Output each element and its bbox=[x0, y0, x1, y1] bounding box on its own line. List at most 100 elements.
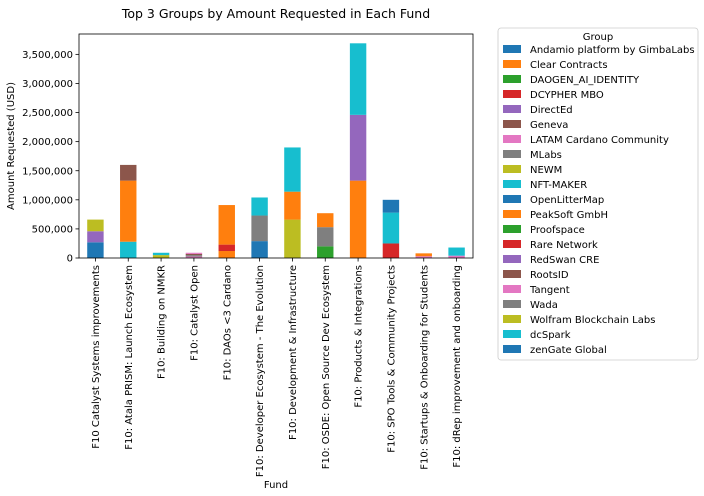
legend-label-18: Wolfram Blockchain Labs bbox=[530, 315, 655, 326]
bar-segment-series-11-cat-10 bbox=[415, 253, 432, 257]
bar-segment-series-13-cat-9 bbox=[382, 243, 400, 258]
legend-label-4: DirectEd bbox=[530, 105, 573, 116]
legend-swatch-14 bbox=[503, 255, 521, 263]
legend-swatch-17 bbox=[503, 300, 521, 308]
legend-swatch-2 bbox=[503, 75, 521, 83]
legend-label-6: LATAM Cardano Community bbox=[530, 135, 669, 146]
bar-segment-series-19-cat-6 bbox=[284, 147, 301, 192]
legend-label-14: RedSwan CRE bbox=[530, 255, 599, 266]
legend-label-20: zenGate Global bbox=[530, 345, 607, 356]
legend-swatch-20 bbox=[503, 345, 521, 353]
bar-segment-series-11-cat-4 bbox=[218, 205, 235, 245]
legend-label-7: MLabs bbox=[530, 150, 562, 161]
legend-swatch-8 bbox=[503, 165, 521, 173]
x-tick-label-3: F10: Catalyst Open bbox=[190, 265, 201, 361]
y-tick-label-6: 3,000,000 bbox=[22, 79, 73, 90]
bar-segment-series-9-cat-2 bbox=[152, 252, 170, 256]
plot-frame bbox=[78, 33, 474, 259]
bar-segment-series-16-cat-11 bbox=[448, 255, 465, 258]
legend-label-15: RootsID bbox=[530, 270, 569, 281]
bar-segment-series-16-cat-3 bbox=[185, 252, 203, 254]
y-tick-label-4: 2,000,000 bbox=[22, 137, 73, 148]
y-tick-label-0: 0 bbox=[67, 254, 73, 265]
bar-segment-series-14-cat-8 bbox=[349, 114, 367, 181]
x-tick-label-11: F10: dRep improvement and onboarding bbox=[452, 265, 463, 468]
legend-swatch-15 bbox=[503, 270, 521, 278]
x-tick-label-1: F10: Atala PRISM: Launch Ecosystem bbox=[124, 265, 135, 450]
bar-segment-series-20-cat-5 bbox=[251, 241, 268, 258]
bar-segment-series-6-cat-3 bbox=[185, 256, 203, 258]
x-tick-label-7: F10: OSDE: Open Source Dev Ecosystem bbox=[321, 265, 332, 469]
bar-segment-series-18-cat-0 bbox=[87, 219, 104, 232]
x-axis: F10 Catalyst Systems improvements F10: At… bbox=[91, 258, 463, 477]
y-axis-label: Amount Requested (USD) bbox=[6, 82, 17, 210]
legend-label-16: Tangent bbox=[529, 285, 570, 296]
legend-swatch-18 bbox=[503, 315, 521, 323]
legend-swatch-16 bbox=[503, 285, 521, 293]
bar-segment-series-8-cat-2 bbox=[152, 255, 170, 258]
legend-swatch-10 bbox=[503, 195, 521, 203]
x-tick-label-10: F10: Startups & Onboarding for Students bbox=[419, 265, 430, 470]
y-tick-label-5: 2,500,000 bbox=[22, 108, 73, 119]
bar-segment-series-19-cat-1 bbox=[120, 241, 137, 258]
legend-swatch-0 bbox=[503, 45, 521, 53]
x-tick-label-9: F10: SPO Tools & Community Projects bbox=[387, 265, 398, 453]
legend-swatch-9 bbox=[503, 180, 521, 188]
legend-label-10: OpenLitterMap bbox=[530, 195, 604, 206]
legend-label-2: DAOGEN_AI_IDENTITY bbox=[530, 75, 640, 86]
x-axis-label: Fund bbox=[264, 480, 288, 491]
bar-segment-series-3-cat-4 bbox=[218, 244, 235, 252]
bar-segment-series-16-cat-10 bbox=[415, 256, 432, 258]
legend-swatch-6 bbox=[503, 135, 521, 143]
legend-swatch-4 bbox=[503, 105, 521, 113]
legend-swatch-3 bbox=[503, 90, 521, 98]
legend-label-19: dcSpark bbox=[530, 330, 571, 341]
legend-swatch-11 bbox=[503, 210, 521, 218]
legend: Group Andamio platform by GimbaLabs Clear… bbox=[497, 27, 699, 361]
bar-segment-series-15-cat-1 bbox=[120, 164, 137, 181]
legend-swatch-5 bbox=[503, 120, 521, 128]
bar-segment-series-19-cat-5 bbox=[251, 197, 268, 216]
bar-segment-series-14-cat-0 bbox=[87, 231, 104, 243]
x-tick-label-4: F10: DAOs <3 Cardano bbox=[222, 265, 233, 380]
bars-group bbox=[87, 43, 465, 258]
legend-frame bbox=[497, 27, 699, 361]
bar-segment-series-10-cat-9 bbox=[382, 199, 400, 213]
legend-label-8: NEWM bbox=[530, 165, 562, 176]
y-tick-label-3: 1,500,000 bbox=[22, 166, 73, 177]
x-tick-label-0: F10 Catalyst Systems improvements bbox=[91, 265, 102, 449]
y-tick-label-1: 500,000 bbox=[32, 225, 73, 236]
legend-items: Andamio platform by GimbaLabs Clear Contr… bbox=[503, 45, 695, 356]
bar-segment-series-17-cat-5 bbox=[251, 215, 268, 242]
bar-segment-series-7-cat-7 bbox=[317, 227, 334, 247]
legend-swatch-13 bbox=[503, 240, 521, 248]
legend-label-9: NFT-MAKER bbox=[530, 180, 587, 191]
y-axis: 0 500,000 1,000,000 1,500,000 2,000,000 2,500… bbox=[22, 50, 79, 265]
x-tick-label-8: F10: Products & Integrations bbox=[354, 265, 365, 408]
bar-segment-series-15-cat-3 bbox=[185, 253, 203, 256]
legend-label-17: Wada bbox=[530, 300, 558, 311]
bar-segment-series-1-cat-4 bbox=[218, 251, 235, 258]
bar-segment-series-11-cat-6 bbox=[284, 191, 301, 220]
legend-swatch-7 bbox=[503, 150, 521, 158]
bar-segment-series-7-cat-3 bbox=[185, 255, 203, 257]
legend-label-1: Clear Contracts bbox=[530, 60, 608, 71]
y-tick-label-2: 1,000,000 bbox=[22, 195, 73, 206]
legend-swatch-12 bbox=[503, 225, 521, 233]
legend-label-13: Rare Network bbox=[530, 240, 598, 251]
bar-segment-series-19-cat-8 bbox=[349, 43, 367, 115]
legend-swatch-1 bbox=[503, 60, 521, 68]
legend-swatch-19 bbox=[503, 330, 521, 338]
legend-label-11: PeakSoft GmbH bbox=[530, 210, 608, 221]
legend-label-5: Geneva bbox=[530, 120, 568, 131]
bar-segment-series-18-cat-6 bbox=[284, 219, 301, 258]
bar-segment-series-12-cat-7 bbox=[317, 246, 334, 258]
chart-title: Top 3 Groups by Amount Requested in Each… bbox=[121, 6, 430, 21]
legend-label-3: DCYPHER MBO bbox=[530, 90, 604, 101]
legend-title: Group bbox=[583, 32, 613, 43]
bar-segment-series-19-cat-9 bbox=[382, 212, 400, 244]
x-tick-label-5: F10: Developer Ecosystem - The Evolution bbox=[255, 265, 266, 477]
bar-segment-series-0-cat-0 bbox=[87, 242, 104, 258]
legend-label-0: Andamio platform by GimbaLabs bbox=[530, 45, 695, 56]
